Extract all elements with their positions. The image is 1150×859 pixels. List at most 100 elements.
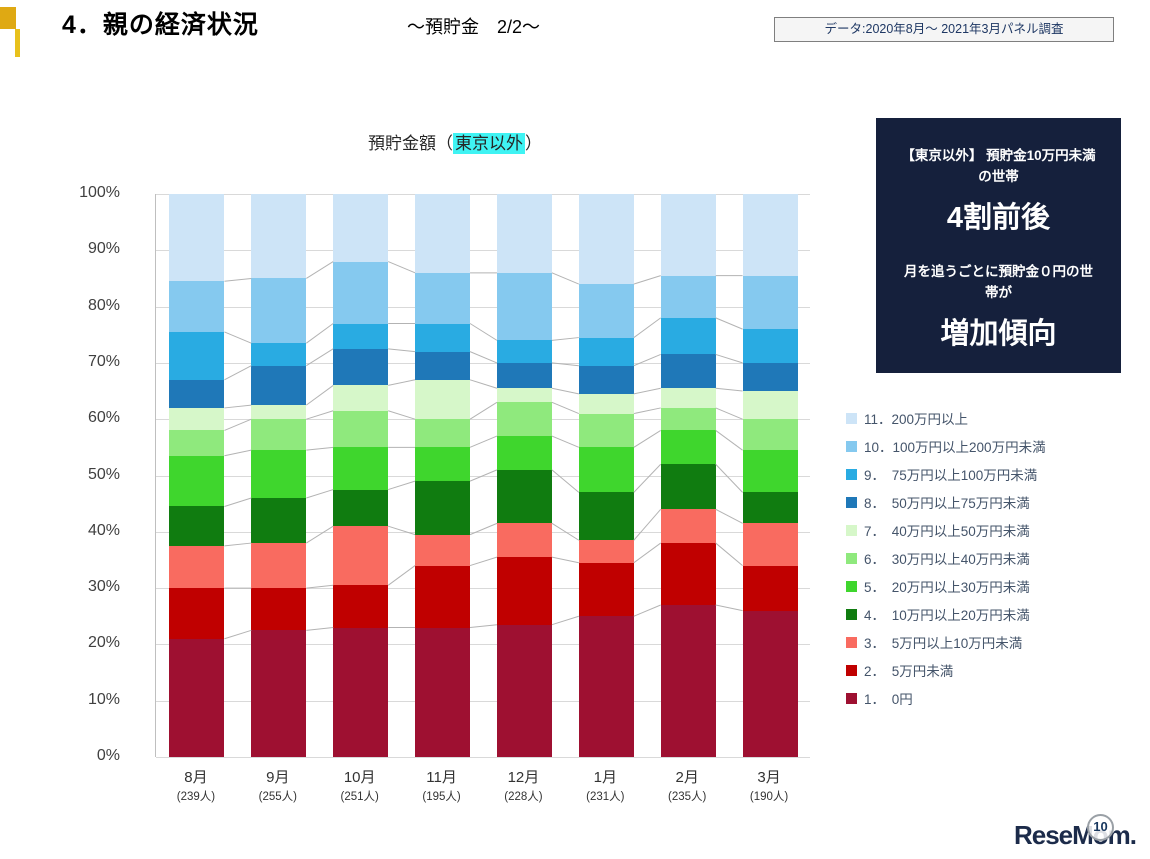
chart-title-highlight: 東京以外 xyxy=(453,133,525,154)
bar-segment xyxy=(578,393,634,414)
x-axis-month-label: 12月 xyxy=(507,769,540,786)
bar-segment xyxy=(251,405,307,420)
gridline xyxy=(156,588,810,590)
legend-item: 10．100万円以上200万円未満 xyxy=(846,432,1146,460)
bar-segment xyxy=(578,492,634,541)
x-axis-month-label: 1月 xyxy=(593,769,617,786)
bar-segment xyxy=(742,492,798,524)
y-axis-tick-label: 0% xyxy=(96,747,120,764)
legend-item: 5． 20万円以上30万円未満 xyxy=(846,572,1146,600)
bar-segment xyxy=(169,194,225,282)
bar-segment xyxy=(742,329,798,363)
bar-segment xyxy=(660,430,716,465)
bar-segment xyxy=(251,630,307,757)
legend-label: 8． 50万円以上75万円未満 xyxy=(864,496,1030,511)
bar-segment xyxy=(169,331,225,380)
bar-segment xyxy=(578,413,634,448)
bar-segment xyxy=(333,261,389,324)
bar-segment xyxy=(578,562,634,617)
x-axis-month-label: 11月 xyxy=(426,769,457,786)
callout-big2: 増加傾向 xyxy=(940,317,1057,350)
bar-segment xyxy=(660,354,716,389)
bar-segment xyxy=(415,447,471,482)
bar-segment xyxy=(496,388,552,403)
plot-area xyxy=(155,194,810,758)
legend-item: 7． 40万円以上50万円未満 xyxy=(846,516,1146,544)
legend-swatch xyxy=(846,496,857,508)
bar-segment xyxy=(415,323,471,352)
y-axis-tick-label: 100% xyxy=(79,184,120,201)
bar-segment xyxy=(496,340,552,363)
bar-segment xyxy=(496,362,552,389)
legend-label: 10．100万円以上200万円未満 xyxy=(864,440,1046,455)
x-axis-month-label: 2月 xyxy=(675,769,699,786)
bar-segment xyxy=(251,194,307,279)
legend-swatch xyxy=(846,524,857,536)
bar-segment xyxy=(169,455,225,507)
gridline xyxy=(156,194,810,195)
gridline xyxy=(156,700,810,702)
x-axis: 8月 (239人) 9月 (255人) 10月 (251人) 11月 (195人) 12月 (22… xyxy=(155,762,810,822)
y-axis-tick-label: 90% xyxy=(87,240,120,258)
bar-segment xyxy=(496,436,552,470)
bar-segment xyxy=(578,540,634,563)
bar-segment xyxy=(169,638,225,757)
legend-item: 8． 50万円以上75万円未満 xyxy=(846,488,1146,516)
data-source-note: データ:2020年8月～ 2021年3月パネル調査 xyxy=(774,17,1114,42)
bar-segment xyxy=(660,275,716,318)
bar-segment xyxy=(578,284,634,338)
legend-label: 9． 75万円以上100万円未満 xyxy=(864,468,1038,483)
accent-square xyxy=(0,7,16,29)
callout-big1: 4割前後 xyxy=(946,201,1051,234)
bar-segment xyxy=(578,337,634,366)
bar-segment xyxy=(169,506,225,546)
bar-segment xyxy=(169,379,225,408)
bar-segment xyxy=(496,402,552,437)
bar-segment xyxy=(251,588,307,631)
bar-segment xyxy=(660,464,716,510)
gridline xyxy=(156,644,810,646)
footer-logo: ReseMom. xyxy=(1013,820,1137,850)
bar-segment xyxy=(415,194,471,273)
bar-segment xyxy=(415,379,471,420)
y-axis-tick-label: 50% xyxy=(87,465,120,483)
bar-segment xyxy=(415,419,471,448)
bar-segment xyxy=(660,407,716,431)
legend-label: 5． 20万円以上30万円未満 xyxy=(864,580,1030,595)
bar-segment xyxy=(660,194,716,276)
bar-segment xyxy=(333,627,389,757)
callout-box: 【東京以外】 預貯金10万円未満の世帯 4割前後 月を追うごとに預貯金０円の世帯… xyxy=(876,118,1121,373)
bar-segment xyxy=(169,407,225,431)
bar-segment xyxy=(660,388,716,408)
legend-item: 9． 75万円以上100万円未満 xyxy=(846,460,1146,488)
bar-segment xyxy=(496,523,552,558)
x-axis-count-label: (239人) xyxy=(176,791,216,803)
bar-segment xyxy=(333,410,389,448)
bar-segment xyxy=(660,543,716,605)
bar-segment xyxy=(333,489,389,527)
gridline xyxy=(156,362,810,364)
legend-swatch xyxy=(846,468,857,480)
gridline xyxy=(156,419,810,421)
bar-segment xyxy=(578,447,634,493)
gridline xyxy=(156,250,810,252)
bar-segment xyxy=(333,348,389,386)
bar-segment xyxy=(496,624,552,757)
chart-title-prefix: 預貯金額（ xyxy=(368,134,453,153)
bar-segment xyxy=(742,419,798,451)
x-axis-month-label: 9月 xyxy=(266,769,290,786)
legend-label: 11．200万円以上 xyxy=(864,412,969,427)
legend-swatch xyxy=(846,636,857,648)
y-axis-tick-label: 80% xyxy=(87,296,120,314)
x-axis-count-label: (251人) xyxy=(340,791,379,803)
gridline xyxy=(156,757,810,758)
y-axis-tick-label: 10% xyxy=(87,690,120,708)
legend-swatch xyxy=(846,552,857,564)
x-axis-month-label: 3月 xyxy=(757,769,781,786)
bar-segment xyxy=(742,275,798,330)
legend-item: 3． 5万円以上10万円未満 xyxy=(846,628,1146,656)
bar-segment xyxy=(496,557,552,625)
bar-segment xyxy=(251,365,307,406)
page-subtitle: ～預貯金 2/2～ xyxy=(407,17,541,37)
